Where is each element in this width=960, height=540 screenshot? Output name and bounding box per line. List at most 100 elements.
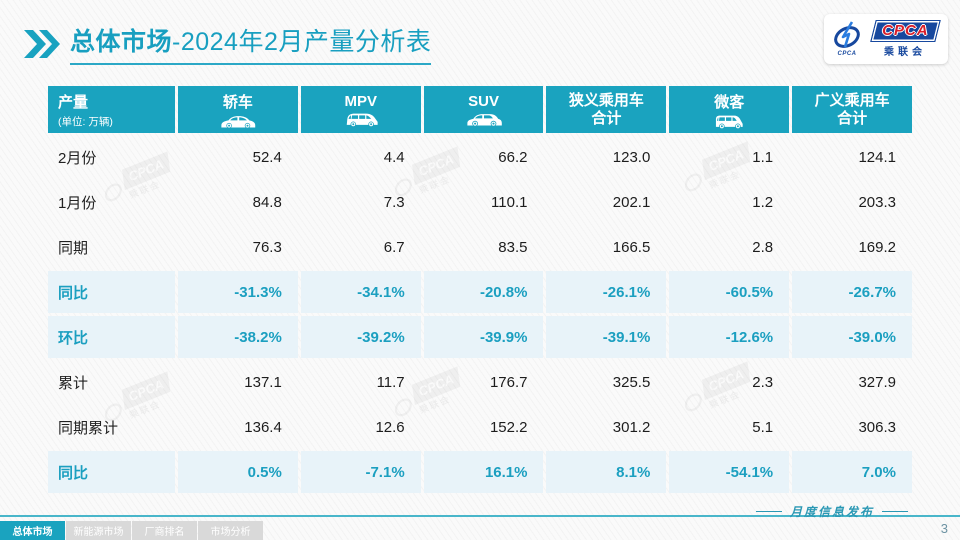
footer-note: 月度信息发布 [755,503,908,520]
row-label: 2月份 [58,149,97,167]
double-chevron-icon [24,29,60,58]
cpca-logo: CPCA CPCA 乘联会 [824,14,948,64]
cell: -39.9% [423,316,544,358]
row-label: 同比 [48,451,175,493]
column-header-narrow-pv-total: 狭义乘用车 合计 [546,86,667,133]
cell: 52.4 [252,148,282,166]
page-title-prefix: 总体市场 [70,28,173,56]
cell: 0.5% [178,451,298,493]
cell: 137.1 [244,373,282,391]
cell: 202.1 [612,193,651,211]
cell: -12.6% [669,316,790,358]
cell: 66.2 [498,148,528,166]
production-table: 产量 (单位: 万辆) 轿车 MPV [45,83,915,496]
table-header-row: 产量 (单位: 万辆) 轿车 MPV [48,86,912,133]
table-row-cumulative: 累计 137.1 11.7 176.7 325.5 2.3 327.9 [48,361,912,403]
cpca-wordmark: CPCA [869,20,940,42]
footer-divider-line [0,515,960,517]
cell: 83.5 [498,238,528,256]
page-title-rest: -2024年2月产量分析表 [172,28,432,56]
table-row-feb: 2月份 52.4 4.4 66.2 123.0 1.1 124.1 [48,136,912,178]
table-row-same-period-cumulative: 同期累计 136.4 12.6 152.2 301.2 5.1 306.3 [48,406,912,448]
cell: -54.1% [669,451,790,493]
cell: 4.4 [383,148,405,166]
row-label: 同期 [58,239,89,257]
footer-note-text: 月度信息发布 [789,505,874,519]
cpca-emblem: CPCA [830,21,864,57]
cell: 124.1 [858,148,896,166]
cell: -26.1% [546,271,667,313]
cell: 136.4 [244,418,282,436]
cpca-emblem-text: CPCA [837,51,857,57]
cell: -34.1% [300,271,421,313]
cell: 110.1 [491,193,528,211]
mpv-icon [346,113,378,127]
cell: -39.0% [792,316,912,358]
row-label: 同比 [48,271,175,313]
cell: 2.8 [752,238,774,256]
cell: 325.5 [612,373,651,391]
cell: 166.5 [612,238,651,256]
footer-tabbar: 总体市场 新能源市场 厂商排名 市场分析 [0,521,263,540]
page-number: 3 [940,521,948,536]
cell: 1.1 [752,148,774,166]
cell: 11.7 [376,373,405,391]
table-row-mom: 环比 -38.2% -39.2% -39.9% -39.1% -12.6% -3… [48,316,912,358]
tab-nev-market[interactable]: 新能源市场 [66,521,131,540]
table-row-cumulative-yoy: 同比 0.5% -7.1% 16.1% 8.1% -54.1% 7.0% [48,451,912,493]
cell: 12.6 [375,418,405,436]
cell: 8.1% [546,451,667,493]
column-header-unit: 产量 (单位: 万辆) [48,86,175,133]
table-row-same-period: 同期 76.3 6.7 83.5 166.5 2.8 169.2 [48,226,912,268]
suv-icon [466,113,502,127]
cell: 16.1% [423,451,544,493]
cell: 6.7 [383,238,405,256]
cell: 1.2 [752,193,774,211]
column-header-suv: SUV [423,86,544,133]
cell: 7.3 [383,193,405,211]
row-label: 1月份 [58,194,97,212]
table-row-jan: 1月份 84.8 7.3 110.1 202.1 1.2 203.3 [48,181,912,223]
cell: -38.2% [178,316,298,358]
cell: 7.0% [792,451,912,493]
cell: 76.3 [252,238,282,256]
cell: 84.8 [252,193,282,211]
cell: -39.1% [546,316,667,358]
cell: 327.9 [858,373,896,391]
cell: 176.7 [489,373,528,391]
sedan-icon [221,115,256,128]
column-header-sedan: 轿车 [178,86,298,133]
cpca-cn-text: 乘联会 [884,47,926,58]
cell: 306.3 [858,418,896,436]
cell: -26.7% [792,271,912,313]
cell: 152.2 [489,418,528,436]
tab-market-analysis[interactable]: 市场分析 [198,521,263,540]
cell: 5.1 [752,418,774,436]
cell: 169.2 [858,238,896,256]
cell: 123.0 [612,148,651,166]
tab-overall-market[interactable]: 总体市场 [0,521,65,540]
cell: -31.3% [178,271,298,313]
page-header: 总体市场-2024年2月产量分析表 [24,22,432,65]
table-row-yoy: 同比 -31.3% -34.1% -20.8% -26.1% -60.5% -2… [48,271,912,313]
cell: -60.5% [669,271,790,313]
cell: 2.3 [752,373,774,391]
page-title: 总体市场-2024年2月产量分析表 [70,22,432,65]
row-label: 累计 [58,374,89,392]
cell: -20.8% [423,271,544,313]
cell: -39.2% [300,316,421,358]
column-header-microvan: 微客 [669,86,790,133]
cell: 301.2 [612,418,651,436]
row-label: 环比 [48,316,175,358]
column-header-mpv: MPV [300,86,421,133]
microvan-icon [716,115,743,129]
tab-oem-ranking[interactable]: 厂商排名 [132,521,197,540]
dash-right [882,511,908,512]
cell: 203.3 [858,193,896,211]
unit-subtext: (单位: 万辆) [58,115,113,128]
cell: -7.1% [300,451,421,493]
dash-left [755,511,782,512]
column-header-broad-pv-total: 广义乘用车 合计 [792,86,912,133]
row-label: 同期累计 [58,419,119,437]
